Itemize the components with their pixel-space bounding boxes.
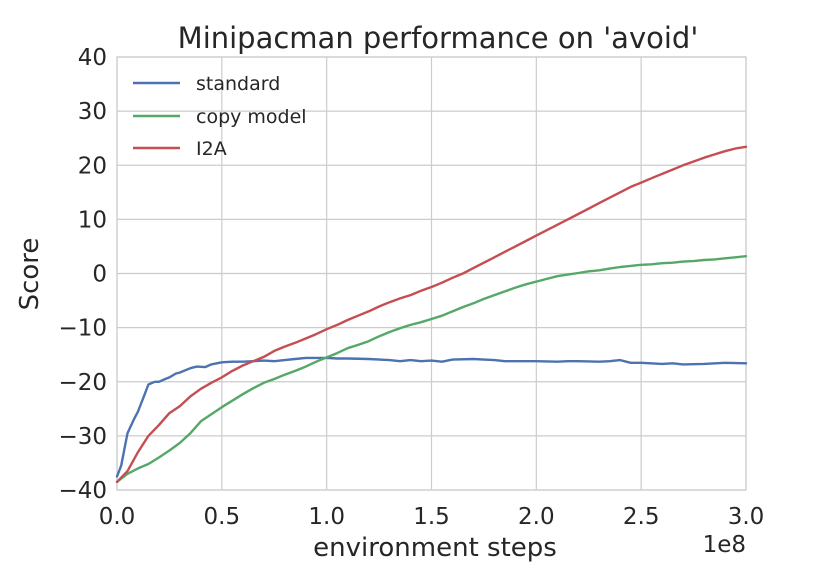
x-tick-label: 2.5 [623,504,660,530]
y-tick-label: 0 [92,262,107,288]
chart-title: Minipacman performance on 'avoid' [178,21,699,55]
x-tick-label: 0.0 [99,504,136,530]
x-tick-label: 1.5 [413,504,450,530]
legend: standard copy model I2A [133,73,307,160]
legend-label-copy-model: copy model [196,106,307,128]
y-tick-label: −20 [58,370,107,396]
legend-label-standard: standard [196,73,280,95]
x-axis-label: environment steps [313,533,557,563]
x-tick-label: 3.0 [728,504,765,530]
y-tick-label: 20 [78,153,107,179]
y-tick-label: 30 [78,99,107,125]
y-tick-label: 40 [78,45,107,71]
y-tick-label: −10 [58,316,107,342]
y-tick-label: −30 [58,424,107,450]
series-line-copy-model [115,255,748,484]
x-axis-offset-label: 1e8 [703,532,746,558]
x-tick-label: 1.0 [308,504,345,530]
legend-label-i2a: I2A [196,138,227,160]
y-axis-label: Score [15,238,45,311]
grid [116,56,747,491]
x-tick-label: 2.0 [518,504,555,530]
series-line-i2a [115,145,748,484]
series-group [115,145,748,484]
series-line-standard [115,356,748,478]
tick-labels: 0.0 0.5 1.0 1.5 2.0 2.5 3.0 −40 −30 −20 −10 0 10 20 30… [58,45,764,530]
y-tick-label: 10 [78,207,107,233]
y-tick-label: −40 [58,478,107,504]
plot-frame [116,56,747,491]
x-tick-label: 0.5 [204,504,241,530]
